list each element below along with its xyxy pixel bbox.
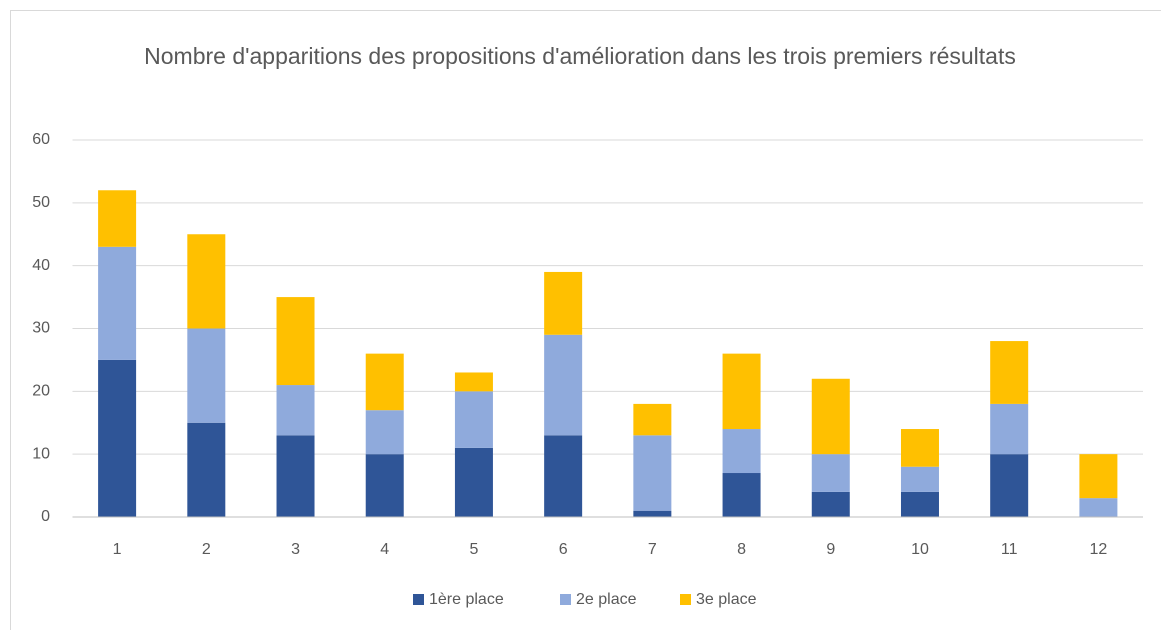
bar-segment xyxy=(187,234,226,329)
x-tick-label: 11 xyxy=(1001,541,1018,558)
bar-segment xyxy=(900,491,939,517)
bar-segment xyxy=(454,372,493,392)
bar-segment xyxy=(990,341,1029,404)
bar-segment xyxy=(990,403,1029,455)
bar-segment xyxy=(544,334,583,436)
bar-segment xyxy=(722,429,761,474)
x-tick-label: 9 xyxy=(826,541,835,558)
y-tick-label: 10 xyxy=(32,445,50,462)
bar-segment xyxy=(276,297,315,386)
y-tick-label: 50 xyxy=(32,194,50,211)
bar-segment xyxy=(722,473,761,517)
bar-segment xyxy=(276,385,315,436)
bar-segment xyxy=(365,353,404,411)
bar-segment xyxy=(365,410,404,455)
bar-segment xyxy=(811,454,850,492)
bar-segment xyxy=(454,447,493,517)
y-tick-label: 40 xyxy=(32,257,50,274)
legend-label: 3e place xyxy=(696,591,757,608)
x-tick-label: 3 xyxy=(291,541,300,558)
bar-segment xyxy=(365,454,404,517)
bar-segment xyxy=(187,422,226,517)
bar-segment xyxy=(633,510,672,517)
bar-segment xyxy=(633,403,672,436)
chart-title: Nombre d'apparitions des propositions d'… xyxy=(144,43,1016,69)
x-tick-label: 4 xyxy=(380,541,389,558)
x-tick-label: 6 xyxy=(559,541,568,558)
bar-segment xyxy=(722,353,761,430)
bar-segment xyxy=(187,328,226,423)
bar-segment xyxy=(98,246,137,360)
legend-swatch xyxy=(413,594,424,605)
bar-segment xyxy=(633,435,672,511)
legend-label: 2e place xyxy=(576,591,637,608)
bar-segment xyxy=(454,391,493,448)
x-tick-label: 2 xyxy=(202,541,211,558)
bar-segment xyxy=(544,271,583,335)
chart-border xyxy=(10,10,1161,630)
y-tick-label: 60 xyxy=(32,131,50,148)
legend-swatch xyxy=(560,594,571,605)
bar-segment xyxy=(1079,454,1118,499)
bar-segment xyxy=(900,466,939,492)
bar-segment xyxy=(98,359,137,517)
x-tick-label: 8 xyxy=(737,541,746,558)
bar-segment xyxy=(811,378,850,455)
legend-swatch xyxy=(680,594,691,605)
x-tick-label: 7 xyxy=(648,541,657,558)
x-tick-label: 5 xyxy=(469,541,478,558)
y-tick-label: 20 xyxy=(32,383,50,400)
bar-segment xyxy=(98,190,137,247)
x-tick-label: 10 xyxy=(911,541,929,558)
bar-segment xyxy=(900,429,939,467)
y-tick-label: 30 xyxy=(32,320,50,337)
bar-segment xyxy=(811,491,850,517)
legend-label: 1ère place xyxy=(429,591,504,608)
x-tick-label: 12 xyxy=(1089,541,1107,558)
bar-segment xyxy=(990,454,1029,517)
bar-segment xyxy=(544,435,583,517)
bar-segment xyxy=(1079,498,1118,517)
x-tick-label: 1 xyxy=(113,541,122,558)
bar-segment xyxy=(276,435,315,517)
y-tick-label: 0 xyxy=(41,508,50,525)
